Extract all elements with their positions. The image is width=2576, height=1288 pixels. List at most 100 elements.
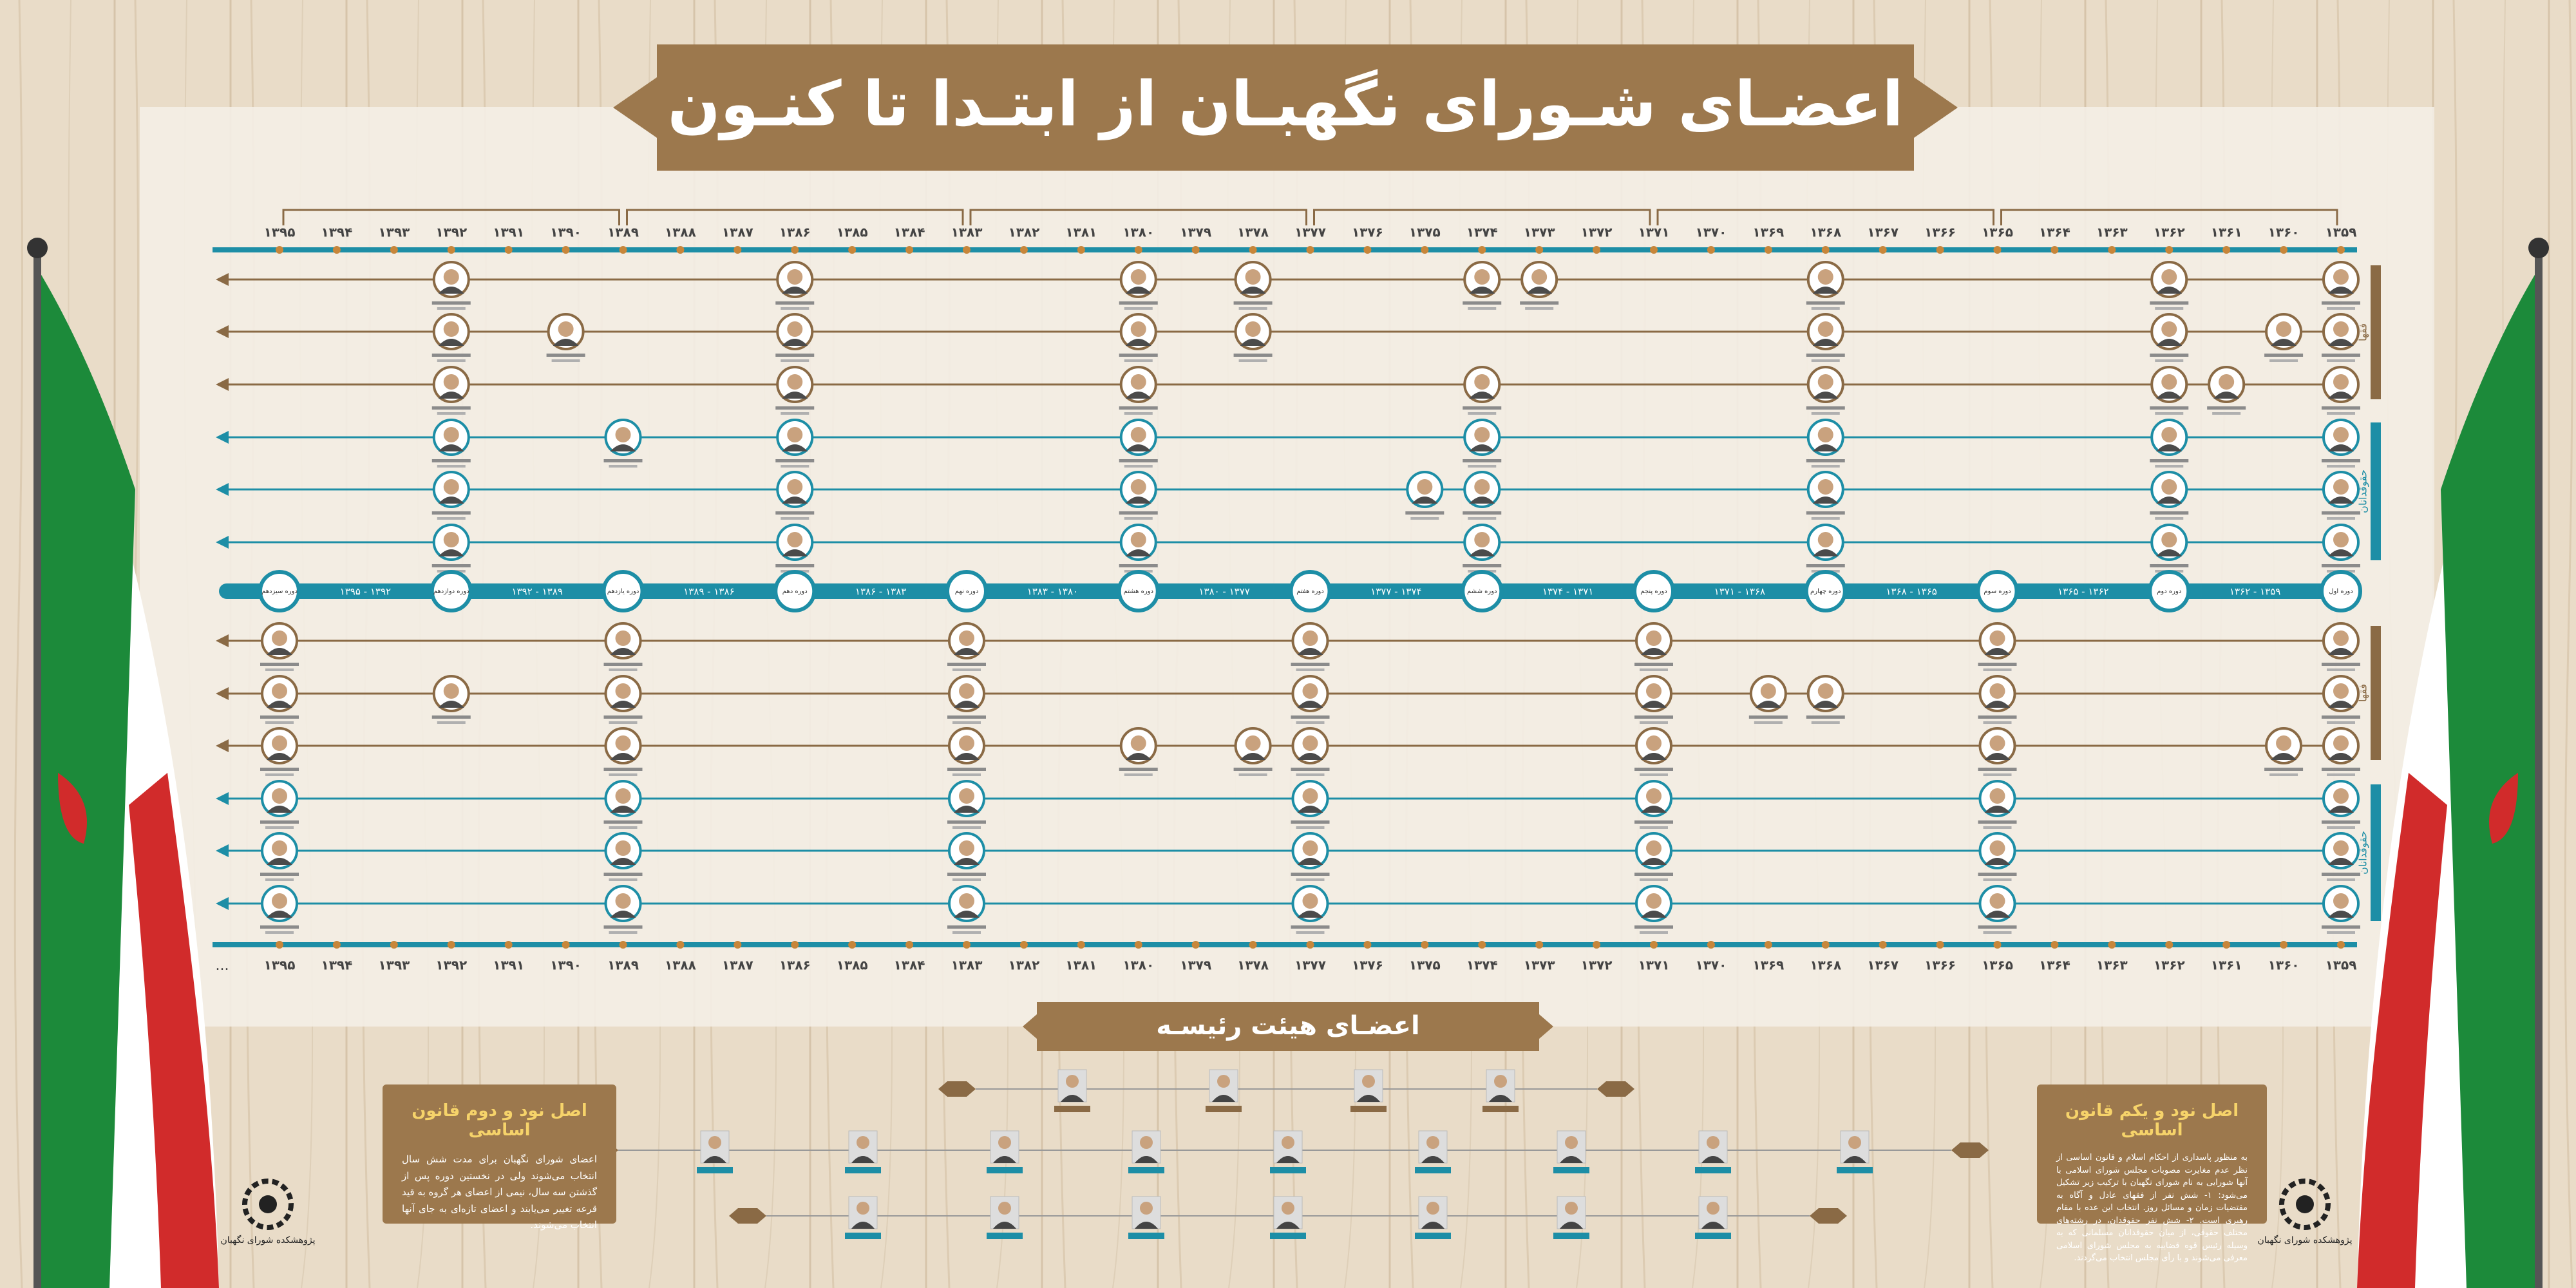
portrait-body — [782, 339, 808, 346]
arrow — [216, 897, 229, 910]
presidium-body — [1421, 1222, 1444, 1229]
name-placeholder — [1978, 873, 2017, 876]
portrait-body — [954, 753, 980, 760]
title: اعضـای شـورای نگهبـان از ابتـدا تا کنـون — [668, 68, 1904, 140]
presidium-body — [1061, 1095, 1084, 1102]
term-range: ۱۳۹۲ - ۱۳۹۵ — [340, 586, 391, 598]
arrow — [216, 273, 229, 286]
portrait — [2322, 622, 2360, 671]
name-placeholder — [781, 307, 810, 310]
portrait-body — [1297, 701, 1323, 708]
presidium-head — [708, 1136, 721, 1149]
portrait-body — [1984, 753, 2011, 760]
article-91: اصل نود و یکم قانون اساسی به منظور پاسدا… — [2037, 1084, 2267, 1263]
portrait-body — [2156, 444, 2183, 451]
portrait — [1291, 780, 1330, 829]
portrait-head — [1302, 735, 1318, 751]
name-placeholder — [437, 307, 466, 310]
portrait — [260, 780, 299, 829]
name-placeholder — [431, 564, 471, 567]
name-placeholder — [2322, 873, 2360, 876]
name-placeholder — [1520, 301, 1559, 305]
name-placeholder — [952, 826, 981, 829]
portrait-head — [2333, 630, 2349, 646]
portrait — [1463, 524, 1502, 573]
year-label: ۱۳۸۲ — [1009, 958, 1040, 973]
year-dot — [390, 941, 398, 949]
portrait-body — [1469, 287, 1495, 294]
portrait-head — [787, 479, 803, 495]
year-label: ۱۳۷۸ — [1237, 958, 1269, 973]
presidium-body — [1843, 1156, 1866, 1163]
portrait — [1463, 419, 1502, 468]
name-placeholder — [2322, 459, 2360, 462]
year-label: ۱۳۶۵ — [1982, 225, 2013, 240]
year-dot — [791, 941, 799, 949]
year-label: ۱۳۶۴ — [2039, 958, 2070, 973]
name-placeholder — [947, 663, 986, 666]
term-circle — [945, 570, 988, 612]
presidium-body — [993, 1222, 1016, 1229]
portrait-head — [558, 321, 574, 337]
portrait-head — [959, 893, 974, 909]
year-dot — [276, 246, 283, 254]
year-label: ۱۳۷۷ — [1294, 958, 1326, 973]
portrait-body — [438, 444, 464, 451]
portrait — [1978, 675, 2017, 724]
portrait — [2322, 261, 2360, 310]
portrait — [947, 675, 986, 724]
flags — [27, 238, 2549, 1288]
presidium-badge — [938, 1081, 976, 1097]
presidium-head — [1140, 1202, 1153, 1215]
portrait — [1233, 727, 1273, 776]
name-placeholder — [1640, 878, 1668, 881]
year-label: ۱۳۶۴ — [2039, 225, 2070, 240]
name-placeholder — [1634, 873, 1673, 876]
name-placeholder — [775, 511, 815, 515]
name-placeholder — [952, 878, 981, 881]
presidium-head — [998, 1202, 1011, 1215]
presidium-body — [1212, 1095, 1235, 1102]
name-placeholder — [1119, 511, 1158, 515]
year-label: ۱۳۶۷ — [1867, 958, 1899, 973]
portrait — [1634, 832, 1673, 881]
year-dot — [848, 246, 857, 254]
portrait-body — [1125, 444, 1151, 451]
portrait — [2264, 313, 2304, 362]
name-placeholder — [437, 359, 466, 362]
term-range: ۱۳۷۷ - ۱۳۸۰ — [1198, 586, 1249, 598]
portrait — [603, 622, 643, 671]
article-title: اصل نود و یکم قانون اساسی — [2065, 1101, 2239, 1140]
portrait-head — [1302, 788, 1318, 804]
year-dot — [1134, 246, 1142, 254]
presidium-badge — [1597, 1081, 1634, 1097]
name-placeholder — [1748, 715, 1788, 719]
name-placeholder — [265, 931, 294, 934]
portrait-head — [1474, 269, 1490, 285]
name-placeholder — [609, 826, 638, 829]
term-label: دوره دهم — [782, 588, 808, 595]
portrait — [260, 885, 299, 934]
name-placeholder — [1634, 663, 1673, 666]
portrait — [1978, 727, 2017, 776]
portrait-body — [1984, 806, 2011, 813]
name-placeholder — [2327, 773, 2355, 776]
portrait-head — [1130, 735, 1146, 751]
article-text: به منظور پاسداری از احکام اسلام و قانون … — [2056, 1153, 2248, 1263]
presidium-caption — [1054, 1106, 1090, 1112]
name-placeholder — [260, 873, 299, 876]
name-placeholder — [1463, 564, 1502, 567]
name-placeholder — [952, 931, 981, 934]
group-label: فقها — [2357, 323, 2370, 341]
portrait-head — [1989, 893, 2005, 909]
year-dot — [1593, 246, 1601, 254]
presidium-head — [1707, 1136, 1719, 1149]
name-placeholder — [2322, 663, 2360, 666]
name-placeholder — [265, 773, 294, 776]
year-label: ۱۳۸۱ — [1065, 225, 1097, 240]
portrait-body — [267, 911, 292, 918]
portrait-body — [1812, 549, 1839, 556]
year-dot — [1821, 246, 1830, 254]
name-placeholder — [2150, 459, 2189, 462]
portrait-body — [438, 549, 464, 556]
